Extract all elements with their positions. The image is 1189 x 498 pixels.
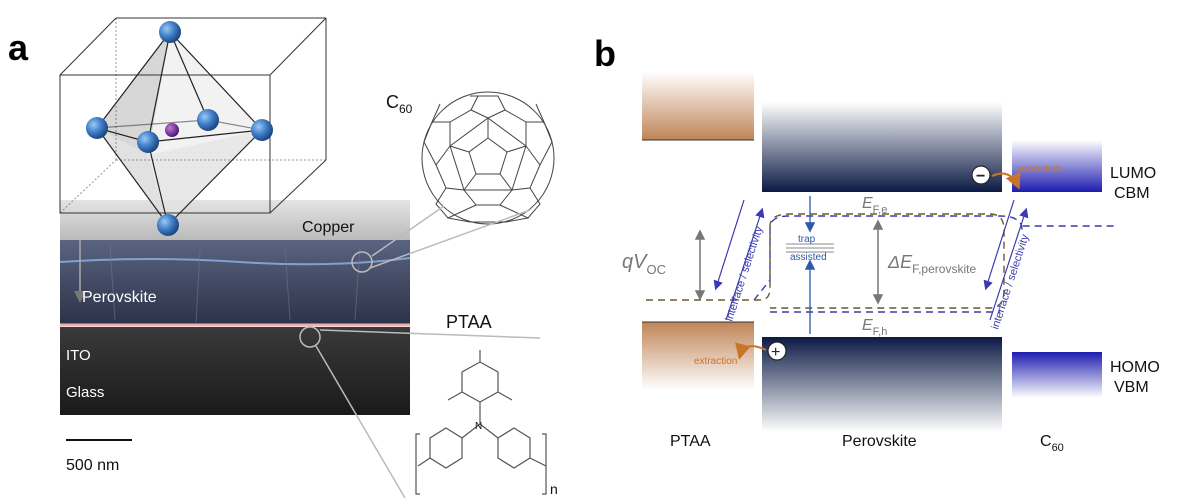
- lumo-label: LUMO: [1110, 165, 1156, 182]
- hole-symbol: [767, 341, 787, 361]
- efh-label: EF,h: [862, 317, 887, 338]
- sem-cross-section: [59, 200, 411, 415]
- hole-sign: +: [771, 344, 780, 361]
- trap-levels: [786, 243, 834, 253]
- electron-quasi-fermi-level: [753, 215, 1117, 301]
- hole-quasi-fermi-level: [646, 213, 1005, 309]
- ptaa-label: PTAA: [446, 312, 492, 332]
- perovskite-vb-band: [762, 337, 1002, 432]
- efe-label: EF,e: [862, 195, 887, 216]
- trap-label-1: trap: [798, 234, 816, 245]
- copper-layer: [60, 200, 410, 242]
- x-site-atom: [137, 131, 159, 153]
- copper-label: Copper: [302, 219, 355, 236]
- panel-a-letter: a: [8, 27, 29, 68]
- perovskite-crystal: [59, 17, 327, 236]
- panel-b-letter: b: [594, 33, 616, 74]
- interface-selectivity-right: interface / selectivity: [989, 233, 1031, 331]
- extraction-right-label: extraction: [1018, 164, 1061, 175]
- c60-lumo-band: [1012, 140, 1102, 192]
- ptaa-n-atom: N: [475, 421, 482, 432]
- c60-homo-band: [1012, 352, 1102, 398]
- perovskite-layer: [60, 240, 410, 325]
- ptaa-molecule: [315, 329, 547, 498]
- ptaa-top-band: [642, 72, 754, 140]
- x-site-atom: [159, 21, 181, 43]
- c60-label: C60: [386, 92, 413, 116]
- ito-label: ITO: [66, 347, 91, 364]
- interface-selectivity-left: interface / selectivity: [723, 225, 765, 323]
- ptaa-zoom-circle: [299, 326, 321, 348]
- glass-layer: [60, 327, 410, 415]
- scale-bar-label: 500 nm: [66, 457, 119, 474]
- cbm-label: CBM: [1114, 185, 1150, 202]
- extraction-left-label: extraction: [694, 356, 737, 367]
- x-site-atom: [251, 119, 273, 141]
- bottom-ptaa-label: PTAA: [670, 433, 711, 450]
- extraction-arrow-right: [991, 171, 1021, 190]
- glass-label: Glass: [66, 384, 104, 401]
- extraction-arrow-left: [735, 342, 767, 360]
- vbm-label: VBM: [1114, 379, 1149, 396]
- bottom-perovskite-label: Perovskite: [842, 433, 917, 450]
- perovskite-cb-band: [762, 102, 1002, 192]
- c60-zoom-circle: [351, 251, 373, 273]
- qvoc-label: qVOC: [622, 251, 666, 277]
- delta-ef-label: ΔEF,perovskite: [887, 252, 976, 276]
- homo-label: HOMO: [1110, 359, 1160, 376]
- c60-molecule: [421, 91, 555, 225]
- electron-sign: −: [976, 168, 985, 185]
- bottom-c60-label: C60: [1040, 433, 1064, 454]
- perovskite-label: Perovskite: [82, 289, 157, 306]
- x-site-atom: [197, 109, 219, 131]
- b-site-atom: [165, 123, 179, 137]
- x-site-atom: [86, 117, 108, 139]
- ptaa-repeat-n: n: [550, 481, 558, 497]
- electron-symbol: [971, 165, 991, 185]
- trap-label-2: assisted: [790, 252, 827, 263]
- x-site-atom: [157, 214, 179, 236]
